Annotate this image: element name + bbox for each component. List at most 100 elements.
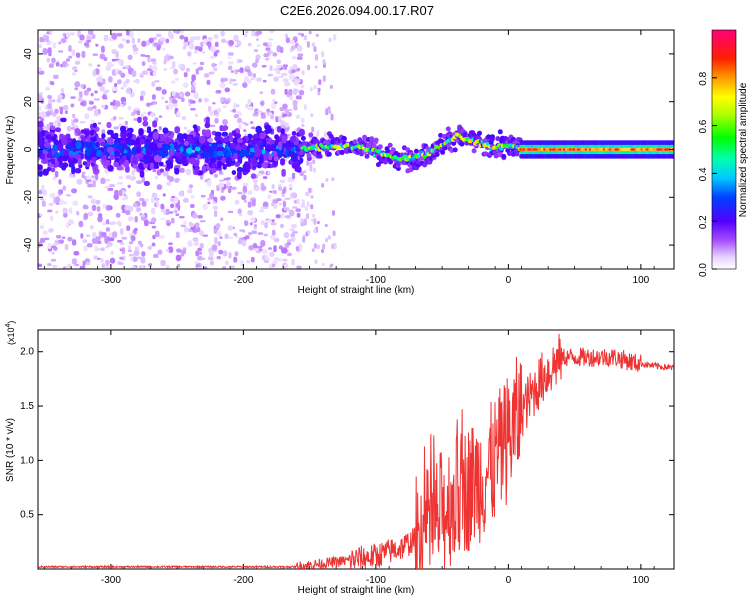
- spectrogram-cell: [250, 173, 257, 180]
- spectrogram-cell: [190, 157, 196, 165]
- snr-ticks: -300 -200 -100 0 100 0.5 1.0 1.5 2.0: [20, 330, 674, 586]
- spectrogram-cell: [296, 212, 301, 218]
- spectrogram-cell: [387, 142, 393, 148]
- spectrogram-cell: [40, 111, 47, 119]
- spectrogram-cell: [91, 33, 96, 40]
- spectrogram-cell: [331, 243, 335, 250]
- spectrogram-cell: [185, 168, 192, 175]
- spectrogram-cell: [147, 56, 151, 63]
- spectrogram-cell: [79, 265, 86, 269]
- spectrogram-cell: [274, 134, 279, 140]
- spectrogram-cell: [238, 59, 243, 63]
- spectrogram-cell: [105, 65, 112, 72]
- spectrogram-cell: [313, 243, 317, 249]
- spectrogram-cell: [100, 257, 104, 263]
- spectrogram-cell: [120, 96, 127, 103]
- spectrogram-cell: [109, 205, 113, 210]
- spectrogram-cell: [267, 73, 273, 77]
- svg-text:(x104): (x104): [5, 321, 16, 345]
- spectrogram-cell: [66, 125, 72, 132]
- spectrogram-cell: [174, 126, 181, 134]
- spectrogram-cell: [179, 138, 185, 144]
- spectrogram-cell: [90, 120, 95, 123]
- spectrogram-cell: [284, 197, 291, 200]
- spectrogram-cell: [159, 41, 163, 45]
- spectrogram-cell: [255, 54, 261, 60]
- spectrogram-cell: [125, 165, 130, 173]
- snr-panel: -300 -200 -100 0 100 0.5 1.0 1.5 2.0 Height of s…: [5, 321, 675, 596]
- spectrogram-cell: [250, 217, 256, 223]
- spectrogram-cell: [87, 106, 94, 111]
- spectrogram-cell: [278, 75, 284, 78]
- spectrogram-cell: [142, 120, 149, 127]
- spectrogram-cell: [114, 132, 119, 140]
- spectrogram-cell: [175, 213, 180, 216]
- spectrogram-cell: [139, 72, 145, 77]
- spectrogram-cell: [105, 219, 110, 225]
- spectrogram-cell: [100, 247, 105, 252]
- spectrogram-cell: [267, 194, 272, 200]
- spectrogram-cell: [259, 209, 265, 213]
- spectrogram-cell: [672, 140, 674, 146]
- spectrogram-cell: [221, 38, 226, 43]
- spectrogram-cell: [206, 79, 211, 85]
- spectrogram-cell: [199, 220, 206, 223]
- spectrogram-cell: [81, 51, 86, 58]
- spectrogram-cell: [247, 190, 253, 195]
- spectrogram-cell: [327, 235, 331, 240]
- spectrogram-cell: [295, 147, 300, 152]
- spectrogram-cell: [151, 197, 155, 204]
- spectrogram-cell: [672, 144, 674, 148]
- spectrogram-cell: [309, 161, 313, 166]
- spectrogram-cell: [270, 222, 277, 226]
- spectrogram-cell: [307, 230, 311, 235]
- spectrogram-cell: [38, 139, 44, 146]
- spectrogram-cell: [285, 145, 292, 151]
- spectrogram-cell: [52, 243, 58, 247]
- spectrogram-cell: [46, 31, 50, 35]
- spectrogram-cell: [162, 48, 166, 51]
- spectrogram-cell: [187, 189, 193, 194]
- spectrogram-cell: [209, 56, 216, 59]
- spectrogram-cell: [253, 49, 259, 52]
- spectrogram-cell: [50, 167, 56, 173]
- spectrogram-cell: [57, 143, 64, 152]
- spectrogram-cell: [54, 120, 61, 123]
- spectrogram-cell: [47, 48, 52, 54]
- spectrogram-cell: [272, 99, 276, 103]
- spectrogram-cell: [68, 163, 75, 168]
- spectrogram-cell: [120, 87, 124, 90]
- spectrogram-cell: [233, 152, 238, 160]
- spectrogram-cell: [68, 142, 73, 151]
- spectrogram-cell: [189, 223, 195, 227]
- spectrogram-cell: [102, 154, 107, 161]
- spectrogram-cell: [321, 51, 325, 58]
- spectrogram-cell: [216, 150, 224, 157]
- spectrogram-cell: [107, 237, 113, 241]
- spectrogram-cell: [244, 149, 250, 157]
- spectrogram-cell: [273, 204, 278, 209]
- spectrogram-cell: [214, 118, 219, 124]
- spectrogram-cell: [152, 253, 159, 258]
- spectrogram-cell: [212, 102, 216, 105]
- spectrogram-cell: [209, 110, 215, 116]
- spectrogram-cell: [282, 199, 286, 203]
- spectrogram-cell: [133, 80, 139, 83]
- spectrogram-cell: [108, 37, 113, 42]
- spectrogram-cell: [303, 104, 307, 110]
- spectrogram-cell: [106, 146, 114, 153]
- spectrogram-cell: [105, 227, 110, 232]
- spectrogram-cell: [130, 235, 136, 242]
- spectrogram-cell: [369, 136, 375, 142]
- spectrogram-cell: [219, 60, 224, 66]
- spectrogram-cell: [72, 72, 77, 76]
- spectrogram-cell: [293, 105, 298, 111]
- spectrogram-cell: [247, 144, 252, 149]
- spectrogram-cell: [284, 215, 291, 218]
- spectrogram-cell: [119, 256, 124, 260]
- spectrogram-cell: [107, 137, 114, 145]
- spectrogram-cell: [49, 215, 54, 221]
- spectrogram-cell: [321, 248, 324, 254]
- spectrogram-cell: [152, 94, 156, 100]
- spectrogram-cell: [102, 221, 107, 226]
